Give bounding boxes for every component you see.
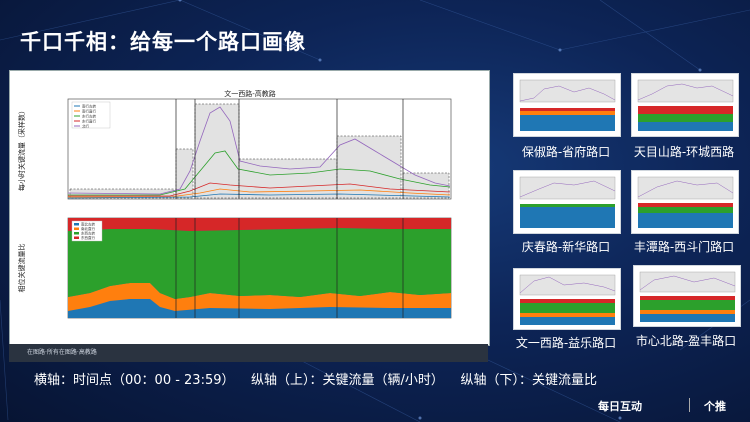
svg-text:东行直行: 东行直行 <box>82 119 96 124</box>
logo2-text: 个推 <box>704 400 726 413</box>
top-vertical-markers <box>175 99 404 199</box>
thumbnail-chart <box>639 271 736 322</box>
svg-text:东西直行: 东西直行 <box>81 235 95 240</box>
thumbnail-label-4: 丰潭路-西斗门路口 <box>633 240 735 254</box>
thumbnail-card[interactable] <box>631 73 739 137</box>
thumbnail-label-5: 文一西路-益乐路口 <box>515 336 617 350</box>
logo-text: 每日互动 <box>598 400 642 413</box>
bottom-area-blue-cover <box>68 299 451 318</box>
svg-text:东行左转: 东行左转 <box>82 114 96 119</box>
thumbnail-label-2: 天目山路-环城西路 <box>633 145 735 159</box>
svg-text:南行直行: 南行直行 <box>82 109 96 114</box>
thumbnail-chart <box>519 79 616 131</box>
top-series-purple <box>67 106 451 195</box>
main-chart-panel: 文一西路-高教路 南行左转 南行直行 东行左转 东行直行 北行 每小时关 <box>9 70 490 346</box>
top-legend: 南行左转 南行直行 东行左转 东行直行 北行 <box>71 101 111 129</box>
svg-text:南北左转: 南北左转 <box>81 222 95 227</box>
bottom-area-red <box>68 218 451 231</box>
svg-text:南北直行: 南北直行 <box>81 226 95 231</box>
page-title: 千口千相：给每一个路口画像 <box>20 30 306 54</box>
svg-text:南行左转: 南行左转 <box>82 104 96 109</box>
bottom-area-green <box>68 228 451 299</box>
thumbnail-label-6: 市心北路-盈丰路口 <box>635 334 737 348</box>
bottom-vertical-markers <box>175 218 404 318</box>
top-series-red <box>68 182 451 197</box>
bottom-legend: 南北左转 南北直行 东西左转 东西直行 <box>71 220 103 242</box>
thumbnail-chart <box>519 274 616 325</box>
top-ylabel: 每小时关键流量（采样数） <box>17 107 26 191</box>
top-series-blue <box>67 193 451 199</box>
thumbnail-card[interactable] <box>513 73 621 137</box>
map-strip-text: 在图路·所有在图路·高教路 <box>27 349 97 356</box>
thumbnail-chart <box>519 176 616 228</box>
axis-caption: 横轴：时间点（00：00 - 23:59） 纵轴（上）：关键流量（辆/小时） 纵… <box>34 373 597 388</box>
svg-text:北行: 北行 <box>82 124 89 129</box>
thumbnail-card[interactable] <box>513 170 621 234</box>
thumbnail-chart <box>637 79 734 131</box>
thumbnail-label-1: 保俶路-省府路口 <box>521 145 611 159</box>
top-series-orange <box>68 188 451 198</box>
bottom-ylabel: 相位关键流量比 <box>17 244 26 293</box>
thumbnail-card[interactable] <box>631 170 739 234</box>
top-series-green <box>68 150 451 196</box>
svg-text:东西左转: 东西左转 <box>81 231 95 236</box>
top-range-bands <box>69 103 450 199</box>
map-strip: 在图路·所有在图路·高教路 <box>9 344 488 362</box>
thumbnail-label-3: 庆春路-新华路口 <box>521 240 611 254</box>
thumbnail-card[interactable] <box>513 268 621 330</box>
thumbnail-card[interactable] <box>633 265 741 327</box>
main-chart-title: 文一西路-高教路 <box>224 89 276 98</box>
main-chart-svg: 文一西路-高教路 南行左转 南行直行 东行左转 东行直行 北行 每小时关 <box>17 89 452 319</box>
thumbnail-chart <box>637 176 734 228</box>
logo-divider <box>689 398 690 412</box>
